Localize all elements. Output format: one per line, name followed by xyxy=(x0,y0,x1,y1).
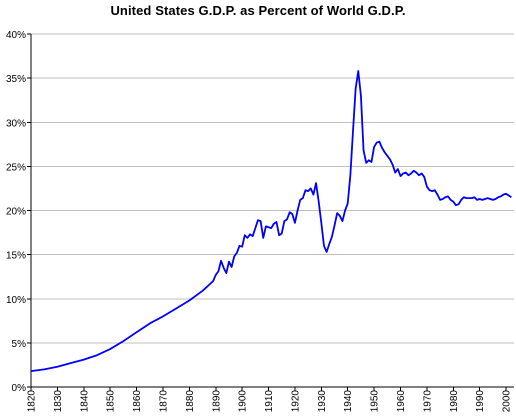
series-line-0 xyxy=(30,70,512,373)
x-tick-label: 1880 xyxy=(185,390,196,413)
y-tick-label: 15% xyxy=(6,251,26,262)
y-tick-label: 30% xyxy=(6,118,26,129)
x-tick-label: 1950 xyxy=(370,390,381,413)
x-tick-label: 1900 xyxy=(238,390,249,413)
x-tick-label: 1850 xyxy=(106,390,117,413)
y-tick-label: 10% xyxy=(6,295,26,306)
x-tick-label: 1910 xyxy=(264,390,275,413)
y-tick-label: 5% xyxy=(12,339,27,350)
x-tick-label: 1930 xyxy=(317,390,328,413)
x-tick-labels: 1820 1830 1840 1850 1860 1870 1880 1890 1900 1910… xyxy=(27,387,513,412)
y-tick-label: 0% xyxy=(12,383,27,394)
chart-title: United States G.D.P. as Percent of World… xyxy=(110,3,406,18)
x-tick-label: 1920 xyxy=(290,390,301,413)
y-tick-labels: 0% 5% 10% 15% 20% 25% 30% 35% 40% xyxy=(6,30,31,394)
series-layer xyxy=(30,70,512,373)
x-tick-label: 1960 xyxy=(396,390,407,413)
y-tick-label: 25% xyxy=(6,162,26,173)
x-tick-label: 2000 xyxy=(502,390,513,413)
gridlines xyxy=(31,33,514,344)
x-tick-label: 1890 xyxy=(211,390,222,413)
y-tick-label: 20% xyxy=(6,207,26,218)
x-tick-label: 1970 xyxy=(422,390,433,413)
x-tick-label: 1990 xyxy=(475,390,486,413)
x-tick-label: 1860 xyxy=(132,390,143,413)
x-tick-label: 1870 xyxy=(158,390,169,413)
x-tick-label: 1830 xyxy=(53,390,64,413)
y-tick-label: 35% xyxy=(6,74,26,85)
x-tick-label: 1940 xyxy=(343,390,354,413)
y-tick-label: 40% xyxy=(6,30,26,41)
x-tick-label: 1840 xyxy=(79,390,90,413)
x-tick-label: 1980 xyxy=(449,390,460,413)
x-tick-label: 1820 xyxy=(27,390,38,413)
